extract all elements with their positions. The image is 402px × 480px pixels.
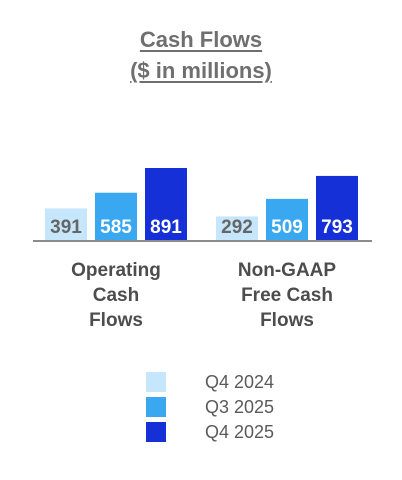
category-label: Non-GAAP Free Cash Flows [212, 258, 362, 333]
bar [266, 198, 308, 240]
legend-swatch [146, 372, 166, 392]
legend-swatch [146, 422, 166, 442]
category-label: Operating Cash Flows [41, 258, 191, 333]
chart-subtitle: ($ in millions) [130, 58, 272, 83]
legend-label: Q4 2024 [205, 372, 275, 392]
bar [45, 208, 87, 240]
bar [145, 168, 187, 240]
data-label: 509 [271, 217, 303, 238]
data-label: 292 [221, 217, 253, 238]
category-label-line: Cash [92, 285, 140, 306]
bar [316, 175, 358, 240]
bar [216, 216, 258, 240]
category-label-line: Flows [89, 310, 143, 331]
legend-label: Q4 2025 [205, 422, 275, 442]
bar [95, 192, 137, 240]
category-label-line: Flows [260, 310, 314, 331]
data-label: 585 [100, 217, 132, 238]
category-label-line: Free Cash [241, 285, 333, 306]
category-label-line: Operating [71, 260, 161, 281]
data-label: 391 [50, 217, 82, 238]
legend-swatch [146, 397, 166, 417]
legend-label: Q3 2025 [205, 397, 275, 417]
chart-title: Cash Flows [139, 27, 263, 52]
category-label-line: Non-GAAP [237, 260, 337, 281]
data-label: 793 [321, 217, 353, 238]
data-label: 891 [150, 217, 182, 238]
